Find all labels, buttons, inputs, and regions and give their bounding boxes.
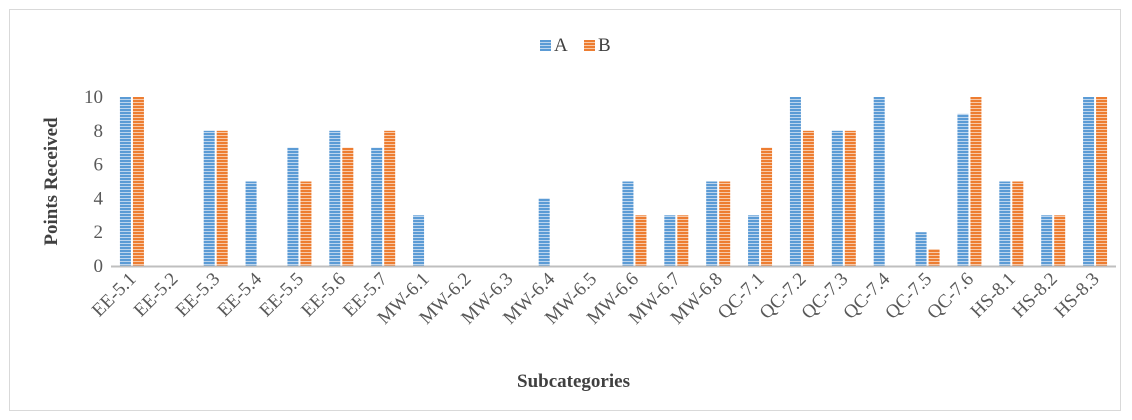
bar-b-hs-8.3: [1096, 97, 1108, 266]
bar-a-ee-5.6: [329, 130, 341, 266]
bar-a-hs-8.2: [1041, 215, 1053, 266]
x-tick-label: HS-8.1: [967, 269, 1020, 322]
x-tick-label: EE-5.4: [214, 268, 267, 321]
x-tick-label: QC-7.6: [923, 269, 978, 324]
bar-a-qc-7.6: [957, 113, 969, 267]
bar-b-qc-7.2: [802, 130, 814, 266]
x-tick-label: QC-7.2: [756, 269, 811, 324]
bar-a-ee-5.7: [371, 147, 383, 266]
y-tick-label: 6: [94, 155, 104, 176]
bar-b-qc-7.1: [761, 147, 773, 266]
bar-b-ee-5.7: [384, 130, 396, 266]
y-tick-label: 4: [94, 188, 104, 209]
bar-b-ee-5.1: [132, 97, 144, 266]
x-tick-label: QC-7.4: [839, 268, 894, 323]
bar-a-qc-7.4: [873, 97, 885, 266]
bar-a-ee-5.1: [119, 97, 131, 266]
bar-b-ee-5.5: [300, 181, 312, 266]
legend-swatch-a: [540, 40, 551, 51]
bar-b-hs-8.2: [1054, 215, 1066, 266]
y-tick-label: 8: [94, 121, 104, 142]
bar-a-mw-6.7: [664, 215, 676, 266]
bar-a-ee-5.4: [245, 181, 257, 266]
bar-a-mw-6.8: [706, 181, 718, 266]
bar-b-hs-8.1: [1012, 181, 1024, 266]
x-tick-label: QC-7.1: [714, 269, 769, 324]
legend-swatch-b: [584, 40, 595, 51]
bar-a-mw-6.1: [413, 215, 425, 266]
bar-a-qc-7.2: [789, 97, 801, 266]
bar-a-hs-8.3: [1083, 97, 1095, 266]
bar-a-mw-6.4: [538, 198, 550, 266]
bar-a-ee-5.3: [203, 130, 215, 266]
x-tick-label: EE-5.2: [130, 269, 183, 322]
bar-a-qc-7.5: [915, 232, 927, 266]
bar-a-mw-6.6: [622, 181, 634, 266]
bar-b-qc-7.6: [970, 97, 982, 266]
bar-b-qc-7.5: [928, 249, 940, 266]
bar-b-ee-5.6: [342, 147, 354, 266]
bar-a-hs-8.1: [999, 181, 1011, 266]
bar-b-mw-6.6: [635, 215, 647, 266]
x-tick-label: EE-5.3: [172, 269, 225, 322]
bar-b-ee-5.3: [216, 130, 228, 266]
bar-b-mw-6.8: [719, 181, 731, 266]
y-tick-label: 2: [94, 222, 104, 243]
bar-a-qc-7.1: [748, 215, 760, 266]
x-tick-label: HS-8.2: [1008, 269, 1061, 322]
bars: [119, 97, 1108, 267]
bar-b-mw-6.7: [677, 215, 689, 266]
y-tick-label: 10: [84, 87, 103, 108]
x-tick-label: EE-5.6: [297, 269, 350, 322]
x-tick-label: QC-7.3: [798, 269, 853, 324]
y-tick-label: 0: [94, 256, 104, 277]
x-axis-title: Subcategories: [517, 371, 630, 392]
bar-b-qc-7.3: [844, 130, 856, 266]
x-axis-ticks: EE-5.1EE-5.2EE-5.3EE-5.4EE-5.5EE-5.6EE-5…: [88, 268, 1104, 328]
y-axis-ticks: 0 2 4 6 8 10: [84, 87, 104, 277]
bar-a-ee-5.5: [287, 147, 299, 266]
x-tick-label: EE-5.5: [255, 269, 308, 322]
x-tick-label: QC-7.5: [881, 269, 936, 324]
legend-label-a: A: [554, 35, 568, 56]
legend-label-b: B: [598, 35, 611, 56]
x-tick-label: HS-8.3: [1050, 269, 1103, 322]
bar-a-qc-7.3: [831, 130, 843, 266]
y-axis-title: Points Received: [41, 117, 62, 246]
